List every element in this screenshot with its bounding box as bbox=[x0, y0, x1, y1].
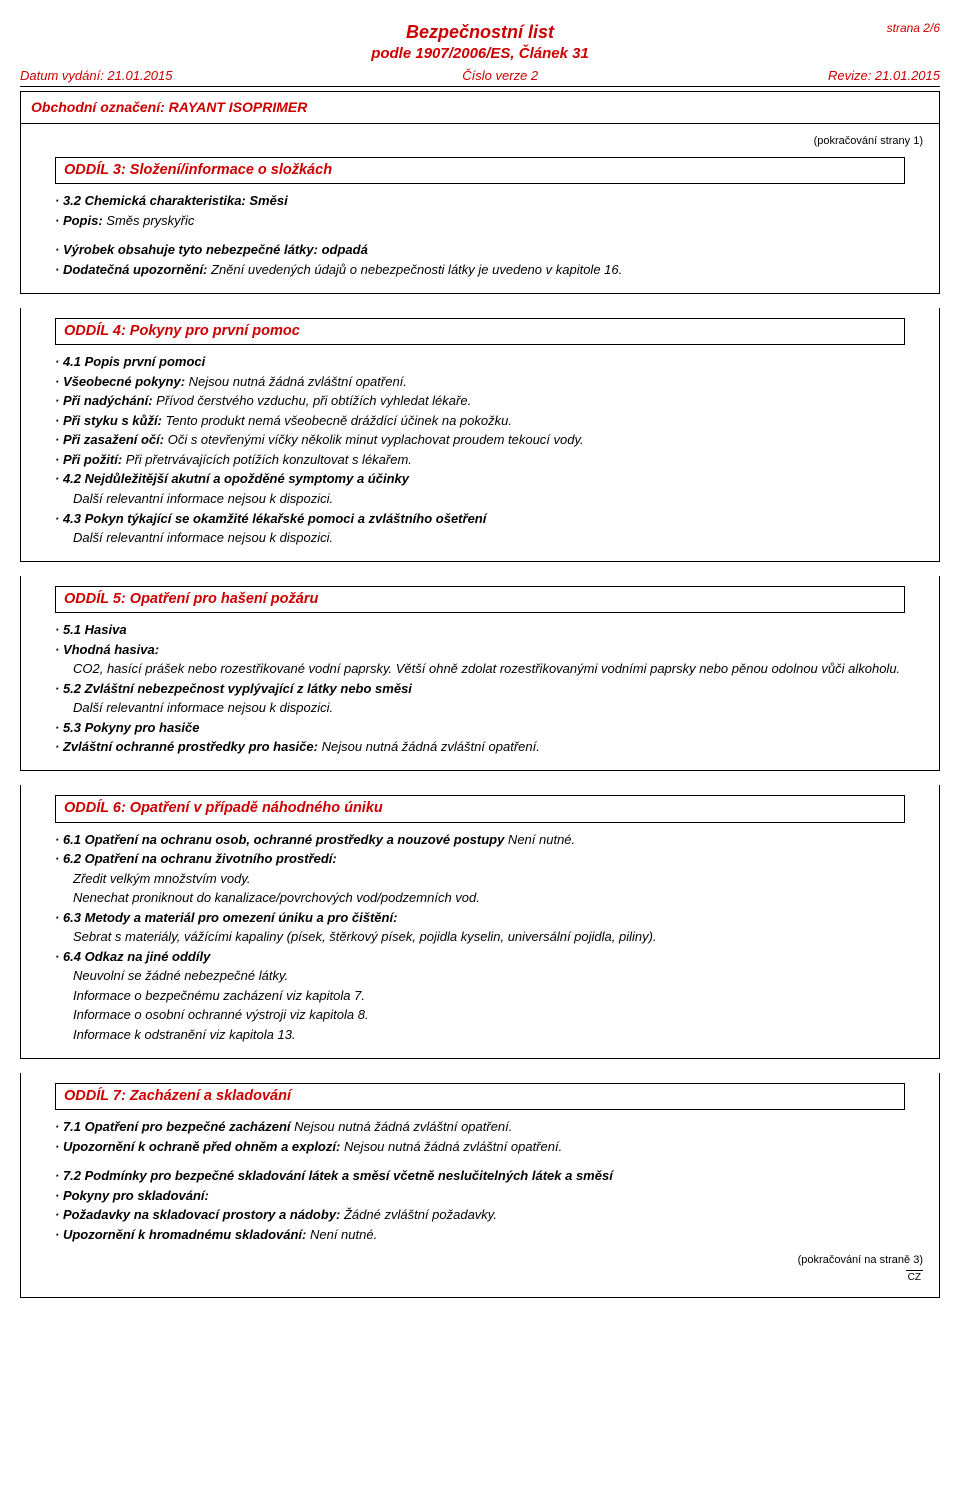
s7-71-label: · 7.1 Opatření pro bezpečné zacházení bbox=[55, 1119, 291, 1134]
s7-req-label: · Požadavky na skladovací prostory a nád… bbox=[55, 1207, 340, 1222]
s7-fire-value: Nejsou nutná žádná zvláštní opatření. bbox=[340, 1139, 562, 1154]
s7-fire-label: · Upozornění k ochraně před ohněm a expl… bbox=[55, 1139, 340, 1154]
s5-52-body: Další relevantní informace nejsou k disp… bbox=[55, 699, 905, 717]
s4-eyes-label: · Při zasažení očí: bbox=[55, 432, 164, 447]
s6-63-b: Sebrat s materiály, vážícími kapaliny (p… bbox=[55, 928, 905, 946]
sds-regulation: podle 1907/2006/ES, Článek 31 bbox=[20, 44, 940, 64]
s7-71-value: Nejsou nutná žádná zvláštní opatření. bbox=[291, 1119, 513, 1134]
s3-addl-label: · Dodatečná upozornění: bbox=[55, 262, 207, 277]
section-4-block: ODDÍL 4: Pokyny pro první pomoc · 4.1 Po… bbox=[20, 308, 940, 562]
section-7-title: ODDÍL 7: Zacházení a skladování bbox=[55, 1083, 905, 1111]
s6-64-c: Informace o bezpečnému zacházení viz kap… bbox=[55, 987, 905, 1005]
s5-ppe-label: · Zvláštní ochranné prostředky pro hasič… bbox=[55, 739, 318, 754]
s3-desc-label: · Popis: bbox=[55, 213, 103, 228]
section-5-block: ODDÍL 5: Opatření pro hašení požáru · 5.… bbox=[20, 576, 940, 771]
page-number: strana 2/6 bbox=[887, 20, 940, 36]
s4-general-label: · Všeobecné pokyny: bbox=[55, 374, 185, 389]
s5-media-body: CO2, hasící prášek nebo rozestřikované v… bbox=[55, 660, 905, 678]
s7-bulk-value: Není nutné. bbox=[306, 1227, 377, 1242]
section-4-title: ODDÍL 4: Pokyny pro první pomoc bbox=[55, 318, 905, 346]
s4-ingest-value: Při přetrvávajících potížích konzultovat… bbox=[122, 452, 412, 467]
s4-skin-label: · Při styku s kůží: bbox=[55, 413, 162, 428]
s5-52: · 5.2 Zvláštní nebezpečnost vyplývající … bbox=[55, 680, 905, 698]
s7-72: · 7.2 Podmínky pro bezpečné skladování l… bbox=[55, 1167, 905, 1185]
section-6-block: ODDÍL 6: Opatření v případě náhodného ún… bbox=[20, 785, 940, 1059]
s6-64: · 6.4 Odkaz na jiné oddíly bbox=[55, 948, 905, 966]
s3-chem-char: · 3.2 Chemická charakteristika: Směsi bbox=[55, 192, 905, 210]
s7-req-value: Žádné zvláštní požadavky. bbox=[340, 1207, 497, 1222]
product-name: Obchodní označení: RAYANT ISOPRIMER bbox=[20, 91, 940, 124]
s6-62-b: Zředit velkým množstvím vody. bbox=[55, 870, 905, 888]
s4-42: · 4.2 Nejdůležitější akutní a opožděné s… bbox=[55, 470, 905, 488]
s5-51: · 5.1 Hasiva bbox=[55, 621, 905, 639]
version-number: Číslo verze 2 bbox=[462, 67, 538, 85]
s4-41: · 4.1 Popis první pomoci bbox=[55, 353, 905, 371]
s6-64-d: Informace o osobní ochranné výstroji viz… bbox=[55, 1006, 905, 1024]
s4-43-body: Další relevantní informace nejsou k disp… bbox=[55, 529, 905, 547]
s3-hazardous: · Výrobek obsahuje tyto nebezpečné látky… bbox=[55, 241, 905, 259]
s5-ppe-value: Nejsou nutná žádná zvláštní opatření. bbox=[318, 739, 540, 754]
s6-63: · 6.3 Metody a materiál pro omezení únik… bbox=[55, 909, 905, 927]
s4-inhale-value: Přívod čerstvého vzduchu, při obtížích v… bbox=[153, 393, 472, 408]
s6-61-value: Není nutné. bbox=[504, 832, 575, 847]
continuation-next: (pokračování na straně 3) bbox=[37, 1253, 923, 1268]
s6-61-label: · 6.1 Opatření na ochranu osob, ochranné… bbox=[55, 832, 504, 847]
s6-62-c: Nenechat proniknout do kanalizace/povrch… bbox=[55, 889, 905, 907]
s4-general-value: Nejsou nutná žádná zvláštní opatření. bbox=[185, 374, 407, 389]
s4-inhale-label: · Při nadýchání: bbox=[55, 393, 153, 408]
section-7-block: ODDÍL 7: Zacházení a skladování · 7.1 Op… bbox=[20, 1073, 940, 1298]
s6-64-b: Neuvolní se žádné nebezpečné látky. bbox=[55, 967, 905, 985]
section-3-title: ODDÍL 3: Složení/informace o složkách bbox=[55, 157, 905, 185]
s3-addl-value: Znění uvedených údajů o nebezpečnosti lá… bbox=[207, 262, 622, 277]
s4-skin-value: Tento produkt nemá všeobecně dráždící úč… bbox=[162, 413, 512, 428]
issue-date: Datum vydání: 21.01.2015 bbox=[20, 67, 173, 85]
section-5-title: ODDÍL 5: Opatření pro hašení požáru bbox=[55, 586, 905, 614]
s4-ingest-label: · Při požití: bbox=[55, 452, 122, 467]
s5-media-label: · Vhodná hasiva: bbox=[55, 641, 905, 659]
s5-53: · 5.3 Pokyny pro hasiče bbox=[55, 719, 905, 737]
sds-title: Bezpečnostní list bbox=[20, 20, 940, 44]
s6-62: · 6.2 Opatření na ochranu životního pros… bbox=[55, 850, 905, 868]
s4-42-body: Další relevantní informace nejsou k disp… bbox=[55, 490, 905, 508]
s4-eyes-value: Oči s otevřenými víčky několik minut vyp… bbox=[164, 432, 584, 447]
s4-43: · 4.3 Pokyn týkající se okamžité lékařsk… bbox=[55, 510, 905, 528]
s6-64-e: Informace k odstranění viz kapitola 13. bbox=[55, 1026, 905, 1044]
s7-storage: · Pokyny pro skladování: bbox=[55, 1187, 905, 1205]
continuation-prev: (pokračování strany 1) bbox=[37, 134, 923, 149]
section-3-block: (pokračování strany 1) ODDÍL 3: Složení/… bbox=[20, 124, 940, 294]
revision-date: Revize: 21.01.2015 bbox=[828, 67, 940, 85]
section-6-title: ODDÍL 6: Opatření v případě náhodného ún… bbox=[55, 795, 905, 823]
s7-bulk-label: · Upozornění k hromadnému skladování: bbox=[55, 1227, 306, 1242]
s3-desc-value: Směs pryskyřic bbox=[103, 213, 195, 228]
country-code: CZ bbox=[906, 1270, 923, 1285]
